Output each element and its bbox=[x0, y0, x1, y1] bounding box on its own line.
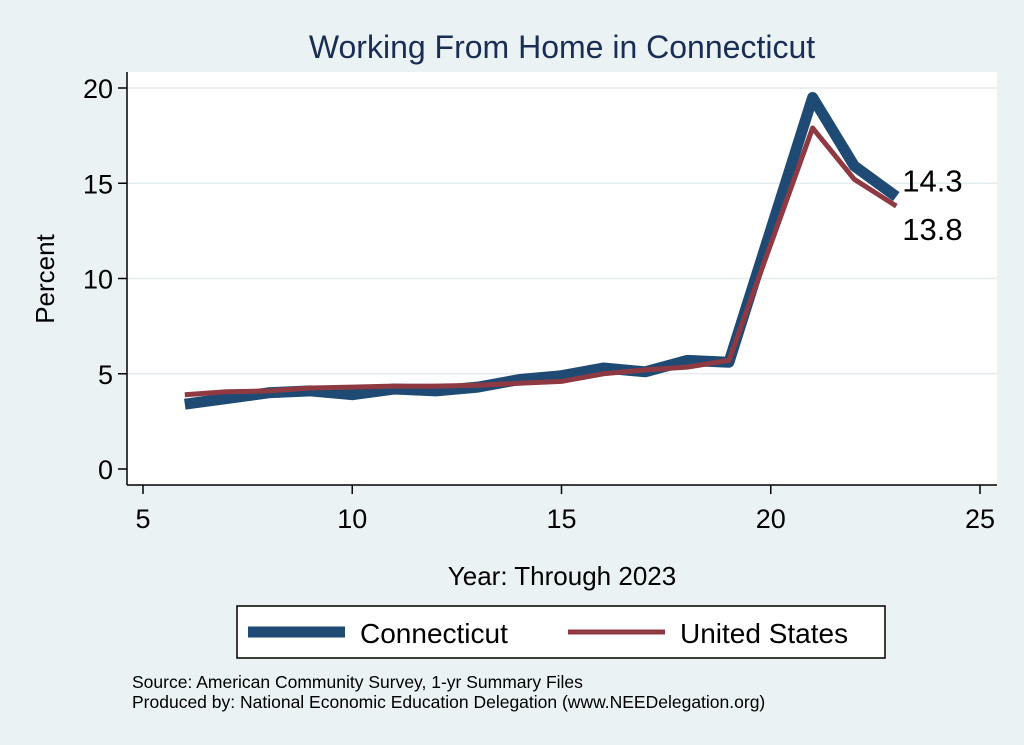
grid-lines bbox=[127, 87, 997, 375]
y-tick-label-20: 20 bbox=[83, 74, 113, 104]
series-line-united-states bbox=[184, 125, 898, 398]
x-tick-label-15: 15 bbox=[546, 504, 576, 534]
legend: Connecticut United States bbox=[236, 605, 886, 659]
x-tick-label-5: 5 bbox=[135, 504, 150, 534]
y-tick-label-5: 5 bbox=[98, 360, 113, 390]
y-tick-label-0: 0 bbox=[98, 455, 113, 485]
series-lines bbox=[184, 92, 900, 410]
end-label-united-states: 13.8 bbox=[902, 212, 962, 247]
end-label-connecticut: 14.3 bbox=[902, 164, 962, 199]
source-note: Source: American Community Survey, 1-yr … bbox=[132, 672, 583, 692]
x-tick-label-20: 20 bbox=[756, 504, 786, 534]
x-axis-label: Year: Through 2023 bbox=[448, 561, 676, 591]
legend-label-connecticut: Connecticut bbox=[360, 618, 508, 649]
y-axis-label: Percent bbox=[30, 233, 60, 323]
x-tick-label-10: 10 bbox=[337, 504, 367, 534]
y-tick-label-10: 10 bbox=[83, 265, 113, 295]
end-labels: 14.3 13.8 bbox=[902, 164, 962, 248]
chart-title: Working From Home in Connecticut bbox=[309, 29, 815, 65]
y-tick-label-15: 15 bbox=[83, 169, 113, 199]
x-tick-label-25: 25 bbox=[965, 504, 995, 534]
producer-note: Produced by: National Economic Education… bbox=[132, 692, 766, 712]
legend-label-united-states: United States bbox=[680, 618, 848, 649]
series-line-connecticut bbox=[184, 92, 900, 410]
